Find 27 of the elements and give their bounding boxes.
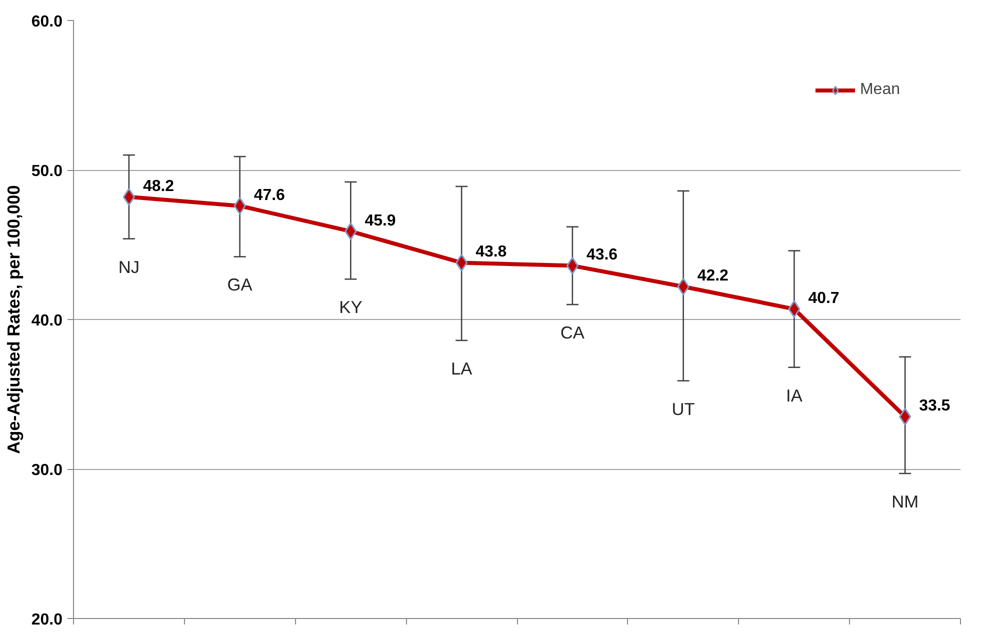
point — [122, 188, 136, 206]
point — [566, 256, 579, 274]
point — [898, 408, 912, 426]
x-tick-label: LA — [450, 358, 473, 378]
x-tick-label: CA — [560, 322, 585, 343]
data-label: 48.2 — [142, 178, 174, 195]
x-tick-label: NJ — [118, 256, 140, 277]
y-tick-label: 30.0 — [31, 462, 63, 479]
y-axis-title: Age-Adjusted Rates, per 100,000 — [3, 185, 24, 454]
x-tick-label: KY — [339, 297, 363, 318]
y-tick-label: 40.0 — [31, 312, 63, 330]
data-label: 40.7 — [808, 290, 840, 308]
data-label: 45.9 — [364, 212, 396, 230]
x-tick-label: NM — [892, 491, 919, 512]
legend-label: Mean — [860, 81, 900, 99]
x-tick-label: GA — [227, 274, 253, 295]
y-tick-label: 60.0 — [31, 14, 63, 30]
x-tick-label: UT — [672, 398, 696, 419]
data-label: 47.6 — [254, 186, 286, 204]
data-label: 43.6 — [586, 246, 618, 264]
point — [455, 254, 468, 272]
y-tick-label: 20.0 — [31, 612, 63, 628]
y-tick-label: 50.0 — [31, 163, 63, 180]
data-label: 42.2 — [697, 268, 729, 285]
x-tick-label: IA — [786, 385, 803, 406]
data-label: 43.8 — [476, 244, 507, 261]
data-label: 33.5 — [919, 398, 950, 415]
